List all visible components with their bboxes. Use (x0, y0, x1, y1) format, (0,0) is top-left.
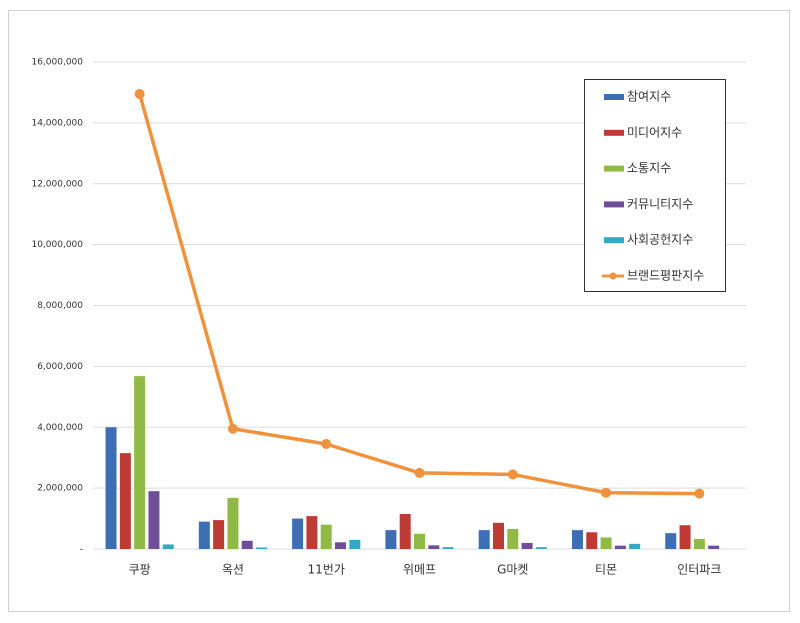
x-tick-label: 옥션 (222, 563, 244, 577)
bar (105, 427, 117, 549)
bar (708, 545, 720, 549)
legend-label: 브랜드평판지수 (627, 269, 704, 283)
x-tick-label: 11번가 (308, 563, 345, 577)
legend-label: 사회공헌지수 (627, 233, 693, 247)
legend-swatch (604, 237, 624, 244)
bar (119, 453, 131, 549)
legend-swatch (604, 201, 624, 208)
line-marker (321, 438, 332, 449)
bar (241, 540, 253, 549)
legend-label: 커뮤니티지수 (627, 197, 693, 211)
x-tick-label: 티몬 (595, 563, 617, 577)
bar (571, 530, 583, 549)
y-tick-label: 2,000,000 (37, 484, 83, 494)
line-marker (601, 487, 612, 498)
x-tick-label: 위메프 (403, 563, 436, 577)
y-tick-label: 14,000,000 (31, 118, 83, 128)
legend-label: 참여지수 (627, 90, 671, 104)
legend-label: 소통지수 (627, 161, 671, 175)
bar (629, 543, 641, 549)
y-tick-label: 12,000,000 (31, 179, 83, 189)
bar (414, 533, 425, 549)
line-marker (507, 469, 518, 480)
x-tick-label: 인터파크 (677, 563, 721, 577)
line-marker (134, 88, 145, 99)
bar (335, 542, 347, 549)
y-tick-label: 4,000,000 (37, 423, 83, 433)
bar (586, 532, 598, 549)
y-tick-label: 6,000,000 (37, 362, 83, 372)
line-marker (227, 423, 238, 434)
bar (478, 530, 490, 549)
y-tick-label: - (80, 545, 83, 555)
legend-swatch (604, 94, 624, 100)
bar (292, 518, 304, 549)
legend-swatch (609, 272, 617, 280)
y-tick-label: 8,000,000 (37, 301, 83, 311)
bar (521, 542, 533, 549)
bar (385, 530, 397, 549)
line-marker (414, 467, 425, 478)
bar (162, 544, 174, 549)
legend-swatch (604, 165, 624, 172)
y-tick-label: 16,000,000 (31, 58, 83, 68)
bar (399, 513, 411, 549)
bar (320, 524, 332, 549)
bar (198, 521, 210, 549)
bar (227, 497, 239, 549)
bar (492, 522, 504, 549)
bar (148, 491, 160, 549)
legend-swatch (604, 129, 624, 136)
line-marker (694, 488, 705, 499)
bar (428, 545, 440, 549)
legend-box (584, 79, 726, 292)
x-tick-label: G마켓 (497, 563, 528, 577)
bar (306, 516, 318, 549)
bar (693, 538, 705, 549)
bar (600, 537, 612, 549)
bar (535, 547, 547, 549)
bar (134, 376, 146, 549)
bar (256, 547, 268, 549)
legend-label: 미디어지수 (627, 125, 682, 139)
bar (442, 547, 454, 549)
bar (665, 533, 677, 549)
x-tick-label: 쿠팡 (129, 563, 151, 577)
bar (349, 539, 361, 549)
bar (213, 520, 225, 549)
y-tick-label: 10,000,000 (31, 240, 83, 250)
bar (614, 545, 626, 549)
bar (679, 525, 691, 549)
bar (507, 528, 519, 549)
